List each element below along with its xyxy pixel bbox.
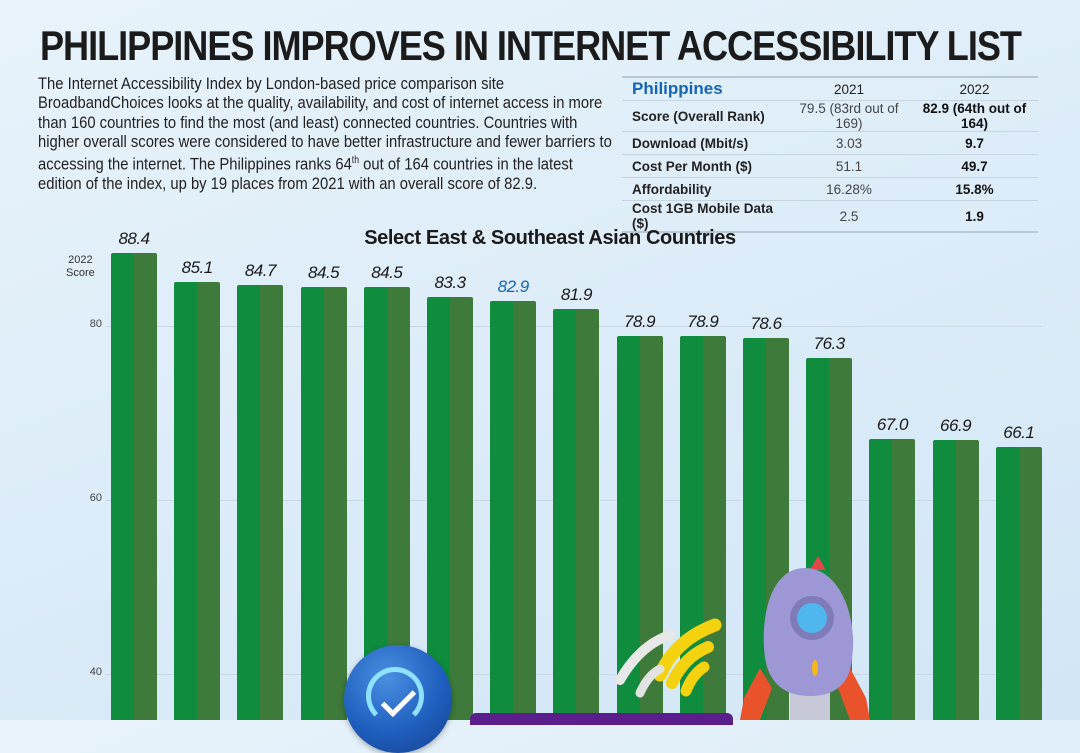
y-tick-label: 40 xyxy=(89,666,102,678)
value-2021: 79.5 (83rd out of 169) xyxy=(786,100,911,132)
table-row: Affordability 16.28% 15.8% xyxy=(622,177,1038,201)
bar-value-label: 78.9 xyxy=(624,311,656,331)
bar-value-label: 66.1 xyxy=(1003,422,1035,442)
page-title: PHILIPPINES IMPROVES IN INTERNET ACCESSI… xyxy=(40,22,1022,69)
bar-value-label: 67.0 xyxy=(876,415,909,435)
bar xyxy=(300,286,347,720)
value-2021: 3.03 xyxy=(786,131,911,155)
value-2021: 16.28% xyxy=(786,177,911,201)
intro-paragraph: The Internet Accessibility Index by Lond… xyxy=(38,74,612,194)
bar-value-label: 78.9 xyxy=(687,311,719,331)
bar-value-label: 81.9 xyxy=(560,285,593,305)
table-country-header: Philippines xyxy=(632,79,723,98)
row-label: Score (Overall Rank) xyxy=(622,100,787,132)
bar xyxy=(553,309,600,720)
bar-value-label: 84.5 xyxy=(371,262,403,282)
table-col-2021: 2021 xyxy=(833,81,864,97)
value-2021: 51.1 xyxy=(786,154,911,178)
bar-value-label: 85.1 xyxy=(181,257,214,277)
value-2022: 1.9 xyxy=(910,200,1038,231)
bar xyxy=(427,297,473,720)
bar xyxy=(237,285,284,720)
bar xyxy=(490,300,537,720)
bar-value-label: 76.3 xyxy=(813,334,846,354)
row-label: Download (Mbit/s) xyxy=(622,131,787,155)
y-axis-label: 2022 Score xyxy=(66,254,95,279)
bar xyxy=(932,439,979,720)
bar-value-label: 82.9 xyxy=(497,276,530,296)
value-2022: 9.7 xyxy=(910,131,1038,155)
bar xyxy=(174,281,221,720)
chart-title: Select East & Southeast Asian Countries xyxy=(364,227,736,249)
value-2022: 49.7 xyxy=(910,154,1038,178)
decorative-purple-bar xyxy=(470,713,733,725)
y-tick-label: 80 xyxy=(89,318,102,330)
table-row: Score (Overall Rank) 79.5 (83rd out of 16… xyxy=(622,100,1038,132)
row-label: Cost Per Month ($) xyxy=(622,154,787,178)
table-row: Cost 1GB Mobile Data ($) 2.5 1.9 xyxy=(622,200,1038,231)
bar-value-label: 66.9 xyxy=(940,415,972,435)
summary-table: Philippines 2021 2022 Score (Overall Ran… xyxy=(622,76,1038,233)
bar-value-label: 84.5 xyxy=(308,262,340,282)
bar xyxy=(111,252,157,720)
rocket-icon xyxy=(740,556,870,720)
value-2022: 82.9 (64th out of 164) xyxy=(910,100,1038,132)
bar-value-label: 83.3 xyxy=(434,273,466,293)
bar-value-label: 84.7 xyxy=(244,261,277,281)
y-tick-label: 60 xyxy=(89,492,102,504)
row-label: Affordability xyxy=(622,177,787,201)
bar xyxy=(869,439,916,720)
clock-check-icon xyxy=(344,645,452,753)
table-row: Cost Per Month ($) 51.1 49.7 xyxy=(622,154,1038,178)
value-2021: 2.5 xyxy=(786,200,911,231)
row-label: Cost 1GB Mobile Data ($) xyxy=(622,200,787,231)
wifi-icon xyxy=(615,618,722,698)
bar-value-label: 78.6 xyxy=(750,314,782,334)
value-2022: 15.8% xyxy=(910,177,1038,201)
bar xyxy=(995,446,1042,720)
table-row: Download (Mbit/s) 3.03 9.7 xyxy=(622,131,1038,155)
table-col-2022: 2022 xyxy=(959,81,990,97)
bar-value-label: 88.4 xyxy=(118,228,150,248)
